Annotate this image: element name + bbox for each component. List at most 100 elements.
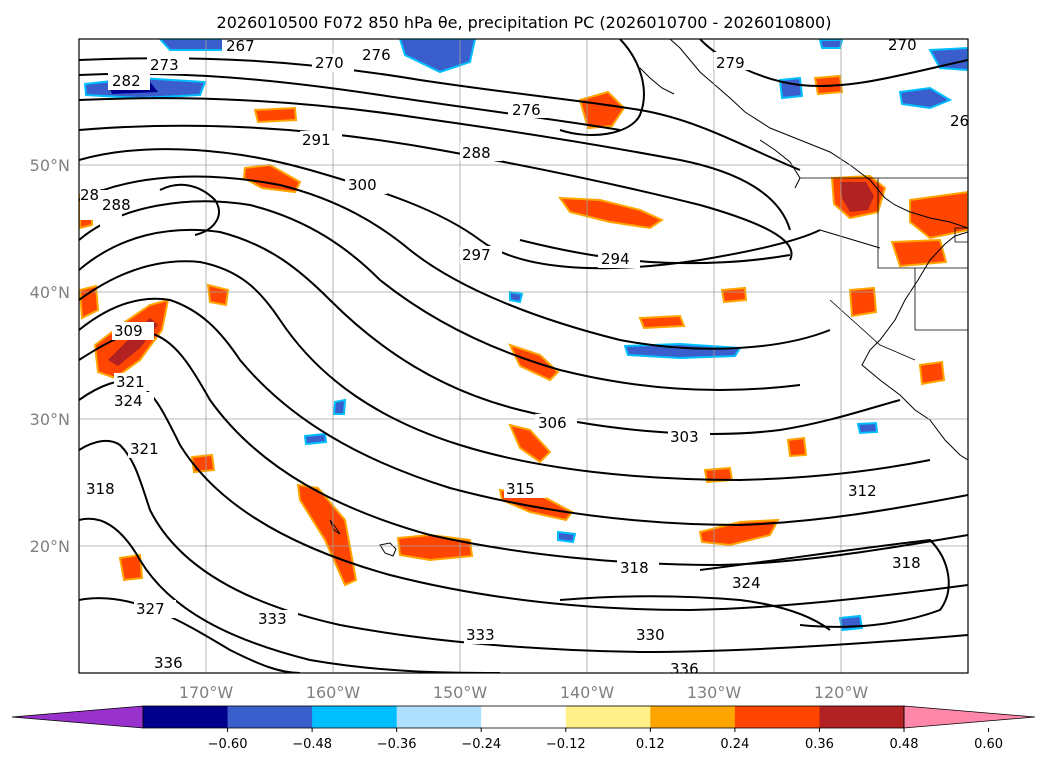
shade-neg-12 bbox=[838, 614, 864, 632]
contour-label: 330 bbox=[636, 626, 665, 644]
shade-pos-24 bbox=[206, 283, 230, 307]
colorbar-segment bbox=[650, 706, 736, 728]
colorbar-tick-label: 0.24 bbox=[720, 737, 749, 752]
contour-label: 327 bbox=[136, 600, 165, 618]
contour-label: 315 bbox=[506, 480, 535, 498]
coastlines bbox=[329, 39, 968, 557]
colorbar-tick-label: 0.12 bbox=[636, 737, 665, 752]
political-borders bbox=[800, 177, 968, 361]
map-frame bbox=[78, 38, 969, 674]
shade-pos-25 bbox=[253, 106, 298, 124]
colorbar-tick-label: −0.60 bbox=[208, 737, 248, 752]
shade-pos-3-core bbox=[840, 182, 874, 212]
contour-label: 333 bbox=[466, 626, 495, 644]
shade-pos-19 bbox=[786, 436, 808, 458]
shade-pos-2 bbox=[557, 196, 665, 230]
colorbar: −0.60 −0.48 −0.36 −0.24 −0.12 0.12 0.24 0.36 0.4… bbox=[11, 705, 1036, 752]
contour-label: 26 bbox=[950, 112, 969, 130]
shade-pos-16 bbox=[190, 453, 216, 474]
colorbar-tick-label: −0.48 bbox=[292, 737, 332, 752]
lon-label-120w: 120°W bbox=[814, 683, 869, 702]
shade-neg-9 bbox=[332, 398, 347, 415]
shade-neg-5 bbox=[898, 86, 953, 110]
shade-neg-13 bbox=[303, 432, 328, 446]
contour-label: 336 bbox=[670, 660, 699, 678]
shade-pos-26 bbox=[720, 286, 748, 304]
contour-label: 321 bbox=[130, 440, 159, 458]
shade-neg-7 bbox=[818, 39, 844, 49]
colorbar-frame bbox=[142, 705, 905, 729]
contour-label: 297 bbox=[462, 246, 491, 264]
contour-label: 324 bbox=[732, 574, 761, 592]
colorbar-tick-label: −0.36 bbox=[377, 737, 417, 752]
longitude-labels: 170°W 160°W 150°W 140°W 130°W 120°W bbox=[179, 683, 869, 702]
contour-label: 267 bbox=[226, 37, 255, 55]
contour-label: 306 bbox=[538, 414, 567, 432]
shade-pos-18 bbox=[918, 360, 946, 386]
contour-label: 276 bbox=[362, 46, 391, 64]
colorbar-tick-label: 0.48 bbox=[890, 737, 919, 752]
contour-label: 318 bbox=[620, 559, 649, 577]
latitude-labels: 50°N 40°N 30°N 20°N bbox=[30, 156, 70, 556]
contour-label: 288 bbox=[462, 144, 491, 162]
lon-label-140w: 140°W bbox=[560, 683, 615, 702]
colorbar-segment bbox=[143, 706, 229, 728]
colorbar-segment bbox=[312, 706, 398, 728]
lat-label-30n: 30°N bbox=[30, 410, 70, 429]
contour-label: 333 bbox=[258, 610, 287, 628]
contour-label: 279 bbox=[716, 54, 745, 72]
shade-neg-10 bbox=[557, 530, 577, 544]
lat-label-20n: 20°N bbox=[30, 537, 70, 556]
lon-label-150w: 150°W bbox=[433, 683, 488, 702]
shade-pos-22 bbox=[890, 238, 948, 268]
lon-label-170w: 170°W bbox=[179, 683, 234, 702]
contour-label: 270 bbox=[888, 36, 917, 54]
contour-label: 288 bbox=[102, 196, 131, 214]
colorbar-segment bbox=[819, 706, 905, 728]
colorbar-segment bbox=[396, 706, 482, 728]
shade-pos-13 bbox=[909, 190, 968, 240]
theta-e-contours bbox=[79, 39, 968, 673]
contour-label: 291 bbox=[302, 131, 331, 149]
colorbar-tick-label: 0.36 bbox=[805, 737, 834, 752]
shade-pos-12 bbox=[638, 314, 686, 330]
contour-label: 318 bbox=[892, 554, 921, 572]
shade-neg-2 bbox=[398, 39, 477, 74]
colorbar-segment bbox=[565, 706, 651, 728]
shade-pos-6 bbox=[508, 423, 552, 464]
colorbar-tick-label: −0.24 bbox=[461, 737, 501, 752]
contour-label: 321 bbox=[116, 373, 145, 391]
contour-label: 300 bbox=[348, 176, 377, 194]
map-panel: 267 273 282 270 276 279 276 270 291 288 bbox=[30, 36, 969, 702]
contour-label: 318 bbox=[86, 480, 115, 498]
colorbar-segment bbox=[481, 706, 567, 728]
contour-label: 294 bbox=[601, 250, 630, 268]
shade-neg-11 bbox=[509, 290, 524, 304]
contour-label: 273 bbox=[150, 56, 179, 74]
contour-label: 324 bbox=[114, 392, 143, 410]
shade-pos-8 bbox=[698, 518, 780, 547]
colorbar-extend-high bbox=[903, 705, 1036, 729]
contour-label: 276 bbox=[512, 101, 541, 119]
colorbar-tick-label: 0.60 bbox=[974, 737, 1003, 752]
lat-label-50n: 50°N bbox=[30, 156, 70, 175]
contour-label: 303 bbox=[670, 428, 699, 446]
shade-pos-21 bbox=[848, 286, 878, 318]
contour-label: 312 bbox=[848, 482, 877, 500]
contour-label: 309 bbox=[114, 322, 143, 340]
contour-labels: 267 273 282 270 276 279 276 270 291 288 bbox=[80, 36, 969, 678]
contour-label: 336 bbox=[154, 654, 183, 672]
shade-pos-15 bbox=[79, 284, 100, 320]
contour-label: 282 bbox=[112, 72, 141, 90]
lat-label-40n: 40°N bbox=[30, 283, 70, 302]
lon-label-130w: 130°W bbox=[687, 683, 742, 702]
map-title: 2026010500 F072 850 hPa θe, precipitatio… bbox=[217, 13, 832, 32]
shade-pos-17 bbox=[118, 553, 144, 582]
shade-neg-14 bbox=[778, 76, 804, 100]
shade-neg-6 bbox=[928, 46, 968, 72]
shade-neg-4 bbox=[623, 342, 742, 360]
colorbar-segment bbox=[734, 706, 820, 728]
shade-pos-10 bbox=[396, 533, 474, 562]
colorbar-extend-low bbox=[11, 705, 144, 729]
